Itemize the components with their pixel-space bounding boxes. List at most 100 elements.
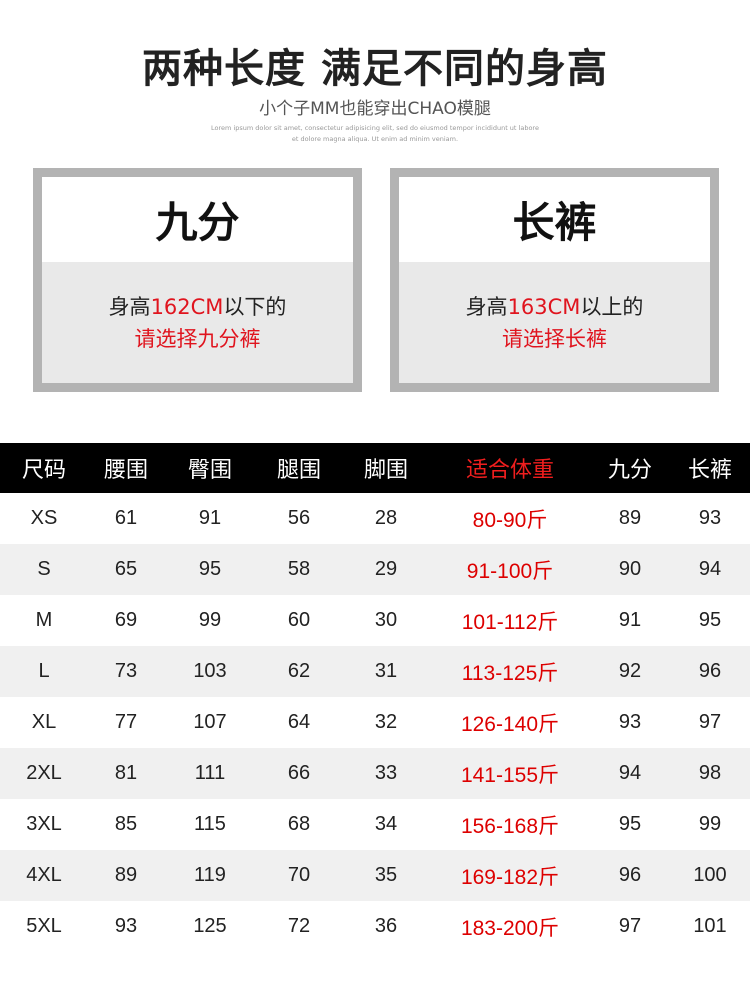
lorem-line: Lorem ipsum dolor sit amet, consectetur … [211, 124, 539, 132]
text: 以下的 [223, 294, 287, 319]
table-cell: 77 [114, 711, 138, 733]
text: 身高 [465, 294, 508, 319]
column-header: 腿围 [256, 443, 342, 493]
table-cell: 113-125斤 [430, 646, 590, 697]
height-value: 162CM [150, 294, 224, 319]
column-header: 臀围 [164, 443, 256, 493]
table-cell: 33 [342, 748, 430, 799]
table-row: S 65 95 58 29 91-100斤 90 94 [0, 544, 750, 595]
table-cell: M [35, 609, 53, 631]
table-cell: 96 [670, 646, 750, 697]
option-height: 身高163CM以上的 [466, 291, 644, 323]
table-cell: 61 [114, 507, 138, 529]
column-header: 九分 [590, 443, 670, 493]
option-card-changku: 长裤 身高163CM以上的请选择长裤 [390, 168, 719, 392]
column-header: 适合体重 [430, 443, 590, 493]
column-header: 长裤 [670, 443, 750, 493]
table-cell: 29 [342, 544, 430, 595]
table-cell: 107 [193, 711, 227, 733]
table-cell: 91-100斤 [430, 544, 590, 595]
table-cell: 32 [374, 711, 398, 733]
table-cell: 93 [114, 915, 138, 937]
table-cell: 101-112斤 [461, 610, 559, 634]
table-row: 2XL 81 111 66 33 141-155斤 94 98 [0, 748, 750, 799]
table-row: 3XL 85 115 68 34 156-168斤 95 99 [0, 799, 750, 850]
option-height: 身高162CM以下的 [109, 291, 287, 323]
table-cell: 96 [590, 850, 670, 901]
table-cell: 98 [670, 748, 750, 799]
table-cell: XS [30, 507, 58, 529]
table-cell: 5XL [26, 915, 62, 937]
table-cell: S [0, 544, 88, 595]
table-cell: 95 [698, 609, 722, 631]
table-cell: XL [31, 711, 57, 733]
table-cell: L [0, 646, 88, 697]
table-cell: 31 [342, 646, 430, 697]
table-cell: 72 [287, 915, 311, 937]
column-header: 腰围 [88, 443, 164, 493]
table-cell: 60 [287, 609, 311, 631]
option-card-jiufen: 九分 身高162CM以下的 请选择九分裤 [33, 168, 362, 392]
table-cell: 81 [88, 748, 164, 799]
text: 身高 [108, 294, 151, 319]
table-row: 5XL 93 125 72 36 183-200斤 97 101 [0, 901, 750, 952]
table-cell: 73 [88, 646, 164, 697]
table-cell: 169-182斤 [430, 850, 590, 901]
table-cell: 36 [374, 915, 398, 937]
table-cell: 95 [164, 544, 256, 595]
table-cell: 90 [590, 544, 670, 595]
subtitle: 小个子MM也能穿出CHAO模腿 [259, 99, 491, 119]
table-cell: 30 [374, 609, 398, 631]
table-cell: 58 [256, 544, 342, 595]
table-cell: 115 [194, 813, 226, 835]
table-cell: 92 [590, 646, 670, 697]
table-row: XS 61 91 56 28 80-90斤 89 93 [0, 493, 750, 544]
table-cell: 62 [256, 646, 342, 697]
table-cell: 99 [698, 813, 722, 835]
table-cell: 85 [114, 813, 138, 835]
table-cell: 103 [164, 646, 256, 697]
table-cell: 89 [618, 507, 642, 529]
lorem-line: et dolore magna aliqua. Ut enim ad minim… [291, 135, 459, 143]
table-cell: 126-140斤 [460, 712, 560, 736]
table-cell: 101 [693, 915, 727, 937]
table-cell: 97 [618, 915, 642, 937]
table-cell: 183-200斤 [460, 916, 560, 940]
table-cell: 99 [198, 609, 222, 631]
table-cell: 4XL [0, 850, 88, 901]
height-value: 163CM [507, 294, 581, 319]
table-cell: 95 [618, 813, 642, 835]
table-cell: 80-90斤 [472, 508, 548, 532]
table-cell: 100 [670, 850, 750, 901]
option-name: 长裤 [399, 177, 710, 262]
table-cell: 66 [256, 748, 342, 799]
table-cell: 93 [618, 711, 642, 733]
table-row: XL 77 107 64 32 126-140斤 93 97 [0, 697, 750, 748]
table-cell: 156-168斤 [460, 814, 560, 838]
table-cell: 91 [618, 609, 642, 631]
size-table: 尺码 腰围 臀围 腿围 脚围 适合体重 九分 长裤 XS 61 91 56 28 80-90斤 89 93 S… [0, 443, 750, 952]
table-cell: 28 [374, 507, 398, 529]
table-cell: 2XL [0, 748, 88, 799]
table-cell: 125 [193, 915, 227, 937]
table-cell: 35 [342, 850, 430, 901]
table-cell: 97 [698, 711, 722, 733]
table-row: 4XL 89 119 70 35 169-182斤 96 100 [0, 850, 750, 901]
page-title: 两种长度 满足不同的身高 [142, 46, 608, 92]
table-cell: 64 [287, 711, 311, 733]
table-cell: 91 [198, 507, 222, 529]
table-cell: 94 [670, 544, 750, 595]
option-advice: 请选择长裤 [502, 326, 607, 351]
lorem-text: Lorem ipsum dolor sit amet, consectetur … [200, 123, 550, 145]
table-cell: 3XL [26, 813, 62, 835]
table-row: M 69 99 60 30 101-112斤 91 95 [0, 595, 750, 646]
table-cell: 89 [88, 850, 164, 901]
table-cell: 141-155斤 [430, 748, 590, 799]
table-cell: 119 [164, 850, 256, 901]
column-header: 尺码 [0, 443, 88, 493]
column-header: 脚围 [342, 443, 430, 493]
text: 以上的 [580, 294, 644, 319]
table-row: L 73 103 62 31 113-125斤 92 96 [0, 646, 750, 697]
option-name: 九分 [42, 177, 353, 262]
table-cell: 111 [164, 748, 256, 799]
